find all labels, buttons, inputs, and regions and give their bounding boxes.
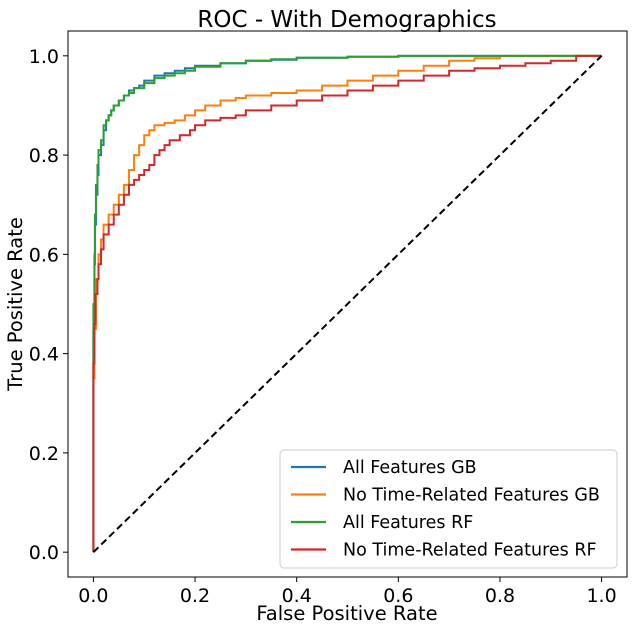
- y-tick-label: 0.6: [29, 244, 59, 266]
- x-axis-label: False Positive Rate: [256, 602, 437, 625]
- y-tick-label: 1.0: [29, 46, 59, 68]
- y-tick-label: 0.2: [29, 443, 59, 465]
- y-tick-label: 0.0: [29, 542, 59, 564]
- x-tick-label: 0.8: [485, 585, 515, 607]
- y-tick-label: 0.8: [29, 145, 59, 167]
- x-tick-label: 0.6: [383, 585, 413, 607]
- curve-group: [92, 54, 603, 553]
- legend: All Features GB No Time-Related Features …: [279, 449, 618, 569]
- y-tick-label: 0.4: [29, 344, 59, 366]
- legend-entry-label: All Features RF: [343, 513, 473, 533]
- x-tick-label: 1.0: [586, 585, 616, 607]
- chart-title: ROC - With Demographics: [197, 7, 496, 33]
- legend-entry-label: No Time-Related Features RF: [343, 541, 597, 561]
- y-axis-label: True Positive Rate: [4, 217, 27, 392]
- x-tick-label: 0.4: [282, 585, 312, 607]
- legend-entry-label: No Time-Related Features GB: [343, 486, 600, 506]
- x-tick-label: 0.0: [78, 585, 108, 607]
- axes-frame: [67, 30, 628, 578]
- series-line-no-time-related-features-rf: [92, 54, 602, 553]
- legend-entry-label: All Features GB: [343, 458, 477, 478]
- x-tick-label: 0.2: [180, 585, 210, 607]
- series-line-all-features-rf: [92, 54, 602, 553]
- legend-box: [279, 449, 618, 569]
- diagonal-reference-line: [92, 55, 603, 553]
- series-line-no-time-related-features-gb: [92, 54, 602, 553]
- plot-area: 0.0 0.2 0.4 0.6 0.8 1.0 0.0 0.2 0.4 0.6 0.8 1.0: [29, 30, 628, 607]
